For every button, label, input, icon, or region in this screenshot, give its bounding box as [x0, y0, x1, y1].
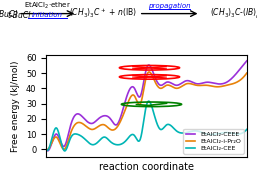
Y-axis label: Free energy (kJ/mol): Free energy (kJ/mol): [11, 60, 20, 152]
Text: $(CH_3)_3C^+$ + $n$(IB): $(CH_3)_3C^+$ + $n$(IB): [69, 7, 137, 20]
Text: propagation: propagation: [148, 3, 191, 9]
Text: initiation: initiation: [32, 12, 63, 18]
Text: $t$-BuCl: $t$-BuCl: [0, 8, 18, 19]
X-axis label: reaction coordinate: reaction coordinate: [99, 162, 194, 172]
Text: EtAlCl$_2$$\cdot$ether: EtAlCl$_2$$\cdot$ether: [24, 1, 71, 11]
Text: $(CH_3)_3C$-$(IB)_n^+$: $(CH_3)_3C$-$(IB)_n^+$: [210, 6, 257, 21]
Legend: EtAlCl₂-CEEE, EtAlCl₂-i-Pr₂O, EtAlCl₂-CEE: EtAlCl₂-CEEE, EtAlCl₂-i-Pr₂O, EtAlCl₂-CE…: [183, 129, 244, 154]
Text: t-BuCl: t-BuCl: [8, 11, 31, 20]
